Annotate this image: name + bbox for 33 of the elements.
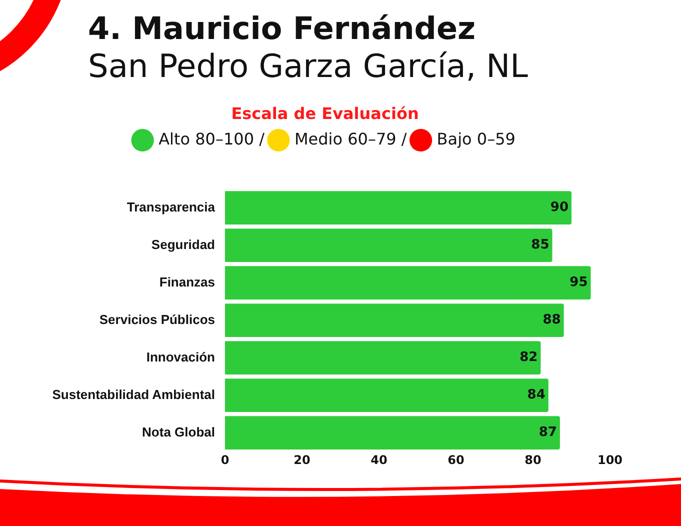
legend-label: Alto 80–100 / bbox=[158, 129, 266, 148]
bar bbox=[225, 416, 560, 450]
chart-title: 4. Mauricio Fernández bbox=[88, 11, 476, 47]
y-tick-label: Finanzas bbox=[159, 274, 215, 290]
legend-label: Medio 60–79 / bbox=[294, 129, 408, 148]
y-tick-label: Sustentabilidad Ambiental bbox=[52, 386, 215, 402]
bar bbox=[225, 191, 572, 224]
bar bbox=[225, 266, 591, 300]
bar bbox=[225, 304, 564, 337]
y-tick-label: Innovación bbox=[146, 349, 216, 364]
y-tick-label: Servicios Públicos bbox=[99, 312, 215, 327]
data-label: 88 bbox=[542, 312, 561, 328]
x-tick-label: 100 bbox=[597, 452, 623, 467]
data-label: 82 bbox=[520, 350, 538, 366]
y-tick-label: Transparencia bbox=[126, 199, 216, 214]
x-tick-label: 60 bbox=[448, 452, 464, 467]
x-tick-label: 0 bbox=[220, 452, 230, 467]
chart-subtitle: San Pedro Garza García, NL bbox=[88, 47, 528, 85]
x-tick-label: 20 bbox=[294, 452, 310, 467]
y-tick-label: Seguridad bbox=[151, 236, 216, 252]
data-label: 90 bbox=[550, 200, 568, 216]
data-label: 87 bbox=[538, 425, 557, 440]
data-label: 95 bbox=[570, 275, 588, 290]
legend-label: Bajo 0–59 bbox=[436, 129, 516, 148]
x-tick-label: 40 bbox=[370, 452, 388, 467]
data-label: 84 bbox=[527, 388, 546, 403]
x-tick-label: 80 bbox=[524, 452, 542, 467]
bar bbox=[225, 378, 548, 412]
legend-title: Escala de Evaluación bbox=[231, 104, 419, 124]
bar bbox=[225, 228, 552, 262]
bar bbox=[225, 341, 541, 375]
y-tick-label: Nota Global bbox=[142, 424, 215, 440]
data-label: 85 bbox=[531, 238, 550, 253]
